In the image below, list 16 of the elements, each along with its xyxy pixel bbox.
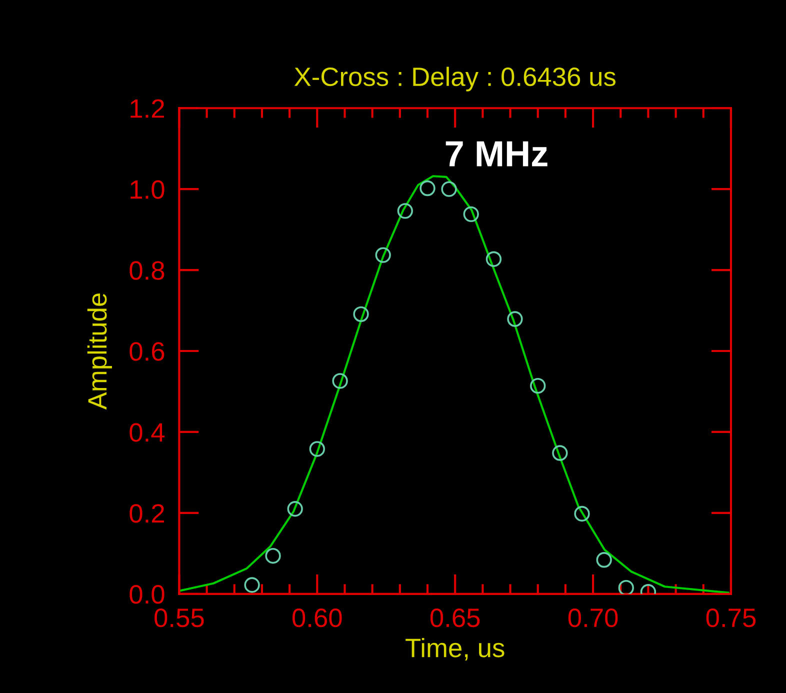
x-tick-label: 0.65 [430, 608, 480, 628]
x-axis-title: Time, us [406, 638, 504, 660]
y-tick-label: 0.4 [130, 423, 165, 442]
x-tick-label: 0.55 [154, 608, 204, 628]
x-tick-label: 0.75 [706, 608, 756, 628]
y-tick-label: 0.0 [130, 585, 164, 604]
y-tick-label: 1.2 [130, 99, 164, 118]
y-tick-label: 1.0 [130, 180, 164, 199]
annotation: 7 MHz [446, 141, 548, 166]
chart-title: X-Cross : Delay : 0.6436 us [294, 66, 616, 92]
y-tick-label: 0.8 [130, 261, 164, 280]
y-tick-label: 0.2 [130, 504, 164, 523]
y-tick-label: 0.6 [130, 342, 164, 361]
y-axis-title: Amplitude [87, 294, 112, 410]
x-tick-label: 0.60 [292, 608, 342, 628]
x-tick-label: 0.70 [568, 608, 618, 628]
